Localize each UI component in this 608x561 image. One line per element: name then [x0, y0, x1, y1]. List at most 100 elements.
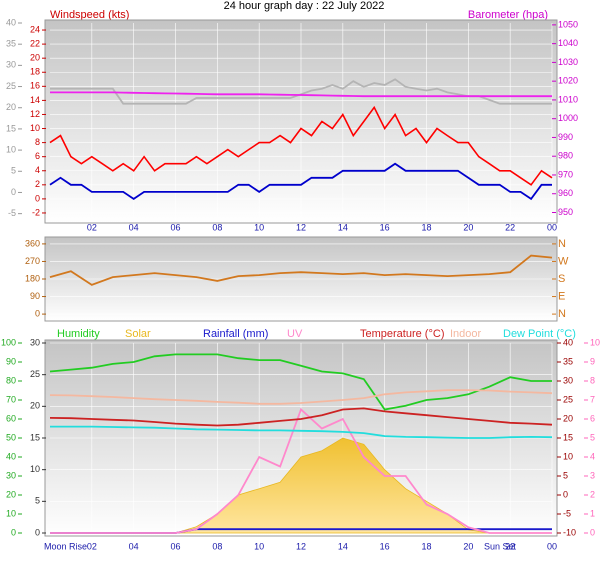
y-tick-label: 14 — [30, 95, 40, 105]
x-tick-label: 06 — [170, 222, 180, 232]
y-tick-label: 20 — [30, 401, 40, 411]
x-tick-label: 06 — [170, 541, 180, 551]
y-tick-label: -10 — [563, 527, 576, 537]
y-tick-label: 12 — [30, 109, 40, 119]
y-tick-label: 1040 — [558, 38, 578, 48]
y2-axis-title: Barometer (hpa) — [468, 9, 548, 21]
y-tick-label: 8 — [35, 137, 40, 147]
y-tick-label: 3 — [590, 470, 595, 480]
y-tick-label: 970 — [558, 169, 573, 179]
y-tick-label: 1010 — [558, 94, 578, 104]
y-tick-label: 5 — [563, 470, 568, 480]
y-tick-label: N — [558, 238, 566, 250]
y-tick-label: 0 — [35, 193, 40, 203]
y-tick-label: 90 — [6, 356, 16, 366]
x-tick-label: 22 — [505, 541, 515, 551]
y-tick-label: 0 — [35, 527, 40, 537]
y-tick-label: 25 — [563, 394, 573, 404]
y-tick-label: 1000 — [558, 113, 578, 123]
annotation: Sun Set — [484, 541, 517, 551]
y-tick-label: 60 — [6, 413, 16, 423]
x-tick-label: 20 — [463, 541, 473, 551]
y-tick-label: 35 — [563, 356, 573, 366]
x-tick-label: 22 — [505, 222, 515, 232]
y-tick-label: 20 — [563, 413, 573, 423]
x-tick-label: 02 — [87, 541, 97, 551]
y-tick-label: 90 — [30, 291, 40, 301]
y-tick-label: S — [558, 273, 565, 285]
x-tick-label: 18 — [421, 222, 431, 232]
y-tick-label: 10 — [590, 337, 600, 347]
x-tick-label: 08 — [212, 541, 222, 551]
y-tick-label: 20 — [30, 53, 40, 63]
line — [49, 353, 552, 411]
y-tick-label: 10 — [6, 144, 16, 154]
y-tick-label: 6 — [35, 151, 40, 161]
y-tick-label: E — [558, 290, 565, 302]
x-tick-label: 18 — [421, 541, 431, 551]
y-tick-label: N — [558, 308, 566, 320]
legend-label: Indoor — [450, 328, 482, 340]
y-tick-label: 20 — [6, 489, 16, 499]
y-tick-label: 24 — [30, 24, 40, 34]
y-tick-label: 980 — [558, 151, 573, 161]
y-tick-label: 950 — [558, 207, 573, 217]
line — [50, 407, 552, 534]
y-tick-label: 180 — [25, 273, 40, 283]
x-tick-label: 08 — [212, 222, 222, 232]
chart-title: 24 hour graph day : 22 July 2022 — [224, 0, 385, 12]
y-tick-label: 2 — [590, 489, 595, 499]
x-tick-label: 02 — [87, 222, 97, 232]
x-tick-label: 04 — [129, 222, 139, 232]
line — [49, 105, 553, 186]
y-tick-label: 1030 — [558, 57, 578, 67]
x-tick-label: 04 — [129, 541, 139, 551]
line — [49, 254, 553, 286]
x-tick-label: 16 — [380, 541, 390, 551]
x-tick-label: 10 — [254, 222, 264, 232]
y-tick-label: 0 — [11, 187, 16, 197]
line — [49, 162, 552, 201]
x-tick-label: 00 — [547, 541, 557, 551]
y-tick-label: 8 — [590, 375, 595, 385]
y-tick-label: 50 — [6, 432, 16, 442]
y-tick-label: 1 — [590, 508, 595, 518]
y-tick-label: 0 — [35, 308, 40, 318]
x-tick-label: 00 — [547, 222, 557, 232]
y-tick-label: 15 — [563, 432, 573, 442]
x-tick-label: 16 — [380, 222, 390, 232]
y-tick-label: -2 — [32, 207, 40, 217]
y-tick-label: 10 — [30, 464, 40, 474]
x-tick-label: 12 — [296, 541, 306, 551]
legend-label: Temperature (°C) — [360, 328, 444, 340]
y-tick-label: 100 — [1, 337, 16, 347]
y-tick-label: 7 — [590, 394, 595, 404]
y-tick-label: 15 — [6, 123, 16, 133]
x-tick-label: 14 — [338, 222, 348, 232]
y-tick-label: 0 — [11, 527, 16, 537]
y-tick-label: 1020 — [558, 76, 578, 86]
y-tick-label: 16 — [30, 81, 40, 91]
y-tick-label: -5 — [8, 208, 16, 218]
legend-label: Humidity — [57, 328, 100, 340]
y-tick-label: 960 — [558, 188, 573, 198]
y-tick-label: 25 — [30, 369, 40, 379]
y-tick-label: 18 — [30, 67, 40, 77]
y-tick-label: 30 — [563, 375, 573, 385]
y-tick-label: 5 — [590, 432, 595, 442]
y-tick-label: 10 — [6, 508, 16, 518]
legend-label: Rainfall (mm) — [203, 328, 268, 340]
y-tick-label: 22 — [30, 38, 40, 48]
y-tick-label: 15 — [30, 432, 40, 442]
y-tick-label: 270 — [25, 256, 40, 266]
y-tick-label: 35 — [6, 39, 16, 49]
y-tick-label: 25 — [6, 81, 16, 91]
y-tick-label: 5 — [11, 166, 16, 176]
line — [50, 91, 552, 98]
y-tick-label: W — [558, 255, 569, 267]
y-tick-label: 5 — [35, 496, 40, 506]
y-tick-label: -5 — [563, 508, 571, 518]
line — [49, 407, 553, 427]
y-tick-label: 30 — [30, 337, 40, 347]
